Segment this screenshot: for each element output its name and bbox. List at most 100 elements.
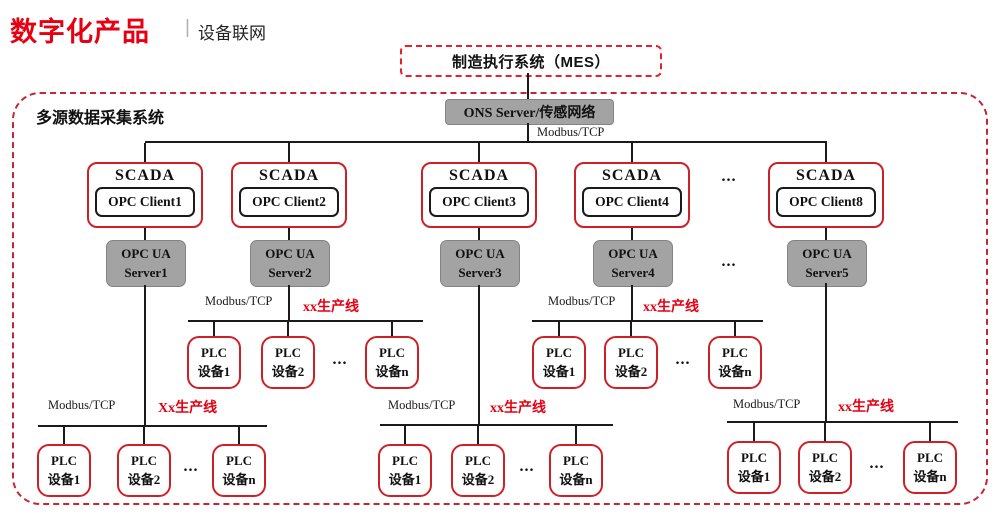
plc-device: PLC 设备n <box>212 444 266 497</box>
connector-line <box>631 285 633 320</box>
server-row-ellipsis: ... <box>721 253 737 270</box>
ons-server-node: ONS Server/传感网络 <box>445 99 614 125</box>
plc-line1: PLC <box>917 449 943 465</box>
connector-line <box>477 426 479 444</box>
connector-line <box>824 423 826 441</box>
connector-line <box>143 427 145 444</box>
connector-line <box>288 285 290 320</box>
connector-line <box>144 285 146 425</box>
mes-node: 制造执行系统（MES） <box>400 45 662 77</box>
page-title: 数字化产品 <box>10 17 150 47</box>
production-line-label: Xx生产线 <box>158 401 218 416</box>
plc-device: PLC 设备2 <box>798 441 852 494</box>
plc-device: PLC 设备2 <box>261 336 315 389</box>
connector-line <box>753 423 755 441</box>
connector-line <box>929 423 931 441</box>
scada-node-2: SCADA OPC Client2 <box>231 162 347 228</box>
plc-line2: 设备2 <box>461 471 495 487</box>
connector-line <box>145 141 827 143</box>
scada-node-3: SCADA OPC Client3 <box>421 162 537 228</box>
connector-line <box>478 143 480 162</box>
plc-group-ellipsis: ... <box>675 351 691 368</box>
page-subtitle: 设备联网 <box>198 24 266 43</box>
server-line2: Server2 <box>268 264 312 280</box>
plc-device: PLC 设备n <box>903 441 957 494</box>
plc-device: PLC 设备n <box>549 444 603 497</box>
plc-device: PLC 设备2 <box>117 444 171 497</box>
plc-line1: PLC <box>51 452 77 468</box>
opc-client-node: OPC Client1 <box>95 187 195 217</box>
plc-device: PLC 设备1 <box>532 336 586 389</box>
plc-line1: PLC <box>546 344 572 360</box>
plc-line1: PLC <box>392 452 418 468</box>
server-line2: Server3 <box>458 264 502 280</box>
server-line2: Server5 <box>805 264 849 280</box>
connector-line <box>380 424 613 426</box>
plc-group-ellipsis: ... <box>519 458 535 475</box>
connector-line <box>631 143 633 162</box>
plc-group-protocol: Modbus/TCP <box>48 398 116 412</box>
plc-line2: 设备n <box>222 471 256 487</box>
plc-device: PLC 设备n <box>365 336 419 389</box>
title-divider: | <box>185 17 190 38</box>
plc-line1: PLC <box>563 452 589 468</box>
server-line1: OPC UA <box>455 246 505 262</box>
connector-line <box>825 228 827 240</box>
plc-line2: 设备2 <box>808 468 842 484</box>
plc-line1: PLC <box>226 452 252 468</box>
plc-group-protocol: Modbus/TCP <box>205 294 273 308</box>
backbone-protocol-label: Modbus/TCP <box>537 125 605 139</box>
server-line2: Server1 <box>124 264 168 280</box>
opc-client-node: OPC Client8 <box>776 187 876 217</box>
connector-line <box>188 320 423 322</box>
plc-line1: PLC <box>722 344 748 360</box>
connector-line <box>631 228 633 240</box>
connector-line <box>527 123 529 143</box>
connector-line <box>288 143 290 162</box>
plc-line2: 设备n <box>559 471 593 487</box>
server-line2: Server4 <box>611 264 655 280</box>
plc-group-protocol: Modbus/TCP <box>388 398 456 412</box>
plc-line2: 设备n <box>913 468 947 484</box>
scada-row-ellipsis: ... <box>721 168 737 185</box>
connector-line <box>38 425 267 427</box>
scada-title: SCADA <box>258 167 320 184</box>
plc-line1: PLC <box>741 449 767 465</box>
connector-line <box>404 426 406 444</box>
scada-node-4: SCADA OPC Client4 <box>574 162 690 228</box>
server-line1: OPC UA <box>608 246 658 262</box>
scada-node-8: SCADA OPC Client8 <box>768 162 884 228</box>
connector-line <box>558 322 560 336</box>
scada-title: SCADA <box>448 167 510 184</box>
connector-line <box>238 427 240 444</box>
collection-system-container <box>12 92 988 505</box>
connector-line <box>144 143 146 162</box>
connector-line <box>288 228 290 240</box>
connector-line <box>532 320 763 322</box>
plc-line2: 设备1 <box>47 471 81 487</box>
plc-group-ellipsis: ... <box>183 458 199 475</box>
opc-ua-server-4: OPC UA Server4 <box>593 240 673 287</box>
plc-line2: 设备1 <box>388 471 422 487</box>
connector-line <box>527 73 529 99</box>
production-line-label: xx生产线 <box>490 401 546 416</box>
production-line-label: xx生产线 <box>838 400 894 415</box>
connector-line <box>391 322 393 336</box>
plc-line2: 设备n <box>375 363 409 379</box>
plc-group-protocol: Modbus/TCP <box>548 294 616 308</box>
plc-device: PLC 设备1 <box>378 444 432 497</box>
plc-line1: PLC <box>379 344 405 360</box>
connector-line <box>478 285 480 424</box>
opc-ua-server-5: OPC UA Server5 <box>787 240 867 287</box>
plc-group-protocol: Modbus/TCP <box>733 397 801 411</box>
plc-group-ellipsis: ... <box>332 351 348 368</box>
plc-line2: 设备2 <box>127 471 161 487</box>
connector-line <box>287 322 289 336</box>
connector-line <box>575 426 577 444</box>
plc-line1: PLC <box>275 344 301 360</box>
connector-line <box>825 283 827 421</box>
opc-ua-server-1: OPC UA Server1 <box>106 240 186 287</box>
opc-client-node: OPC Client3 <box>429 187 529 217</box>
production-line-label: xx生产线 <box>303 300 359 315</box>
